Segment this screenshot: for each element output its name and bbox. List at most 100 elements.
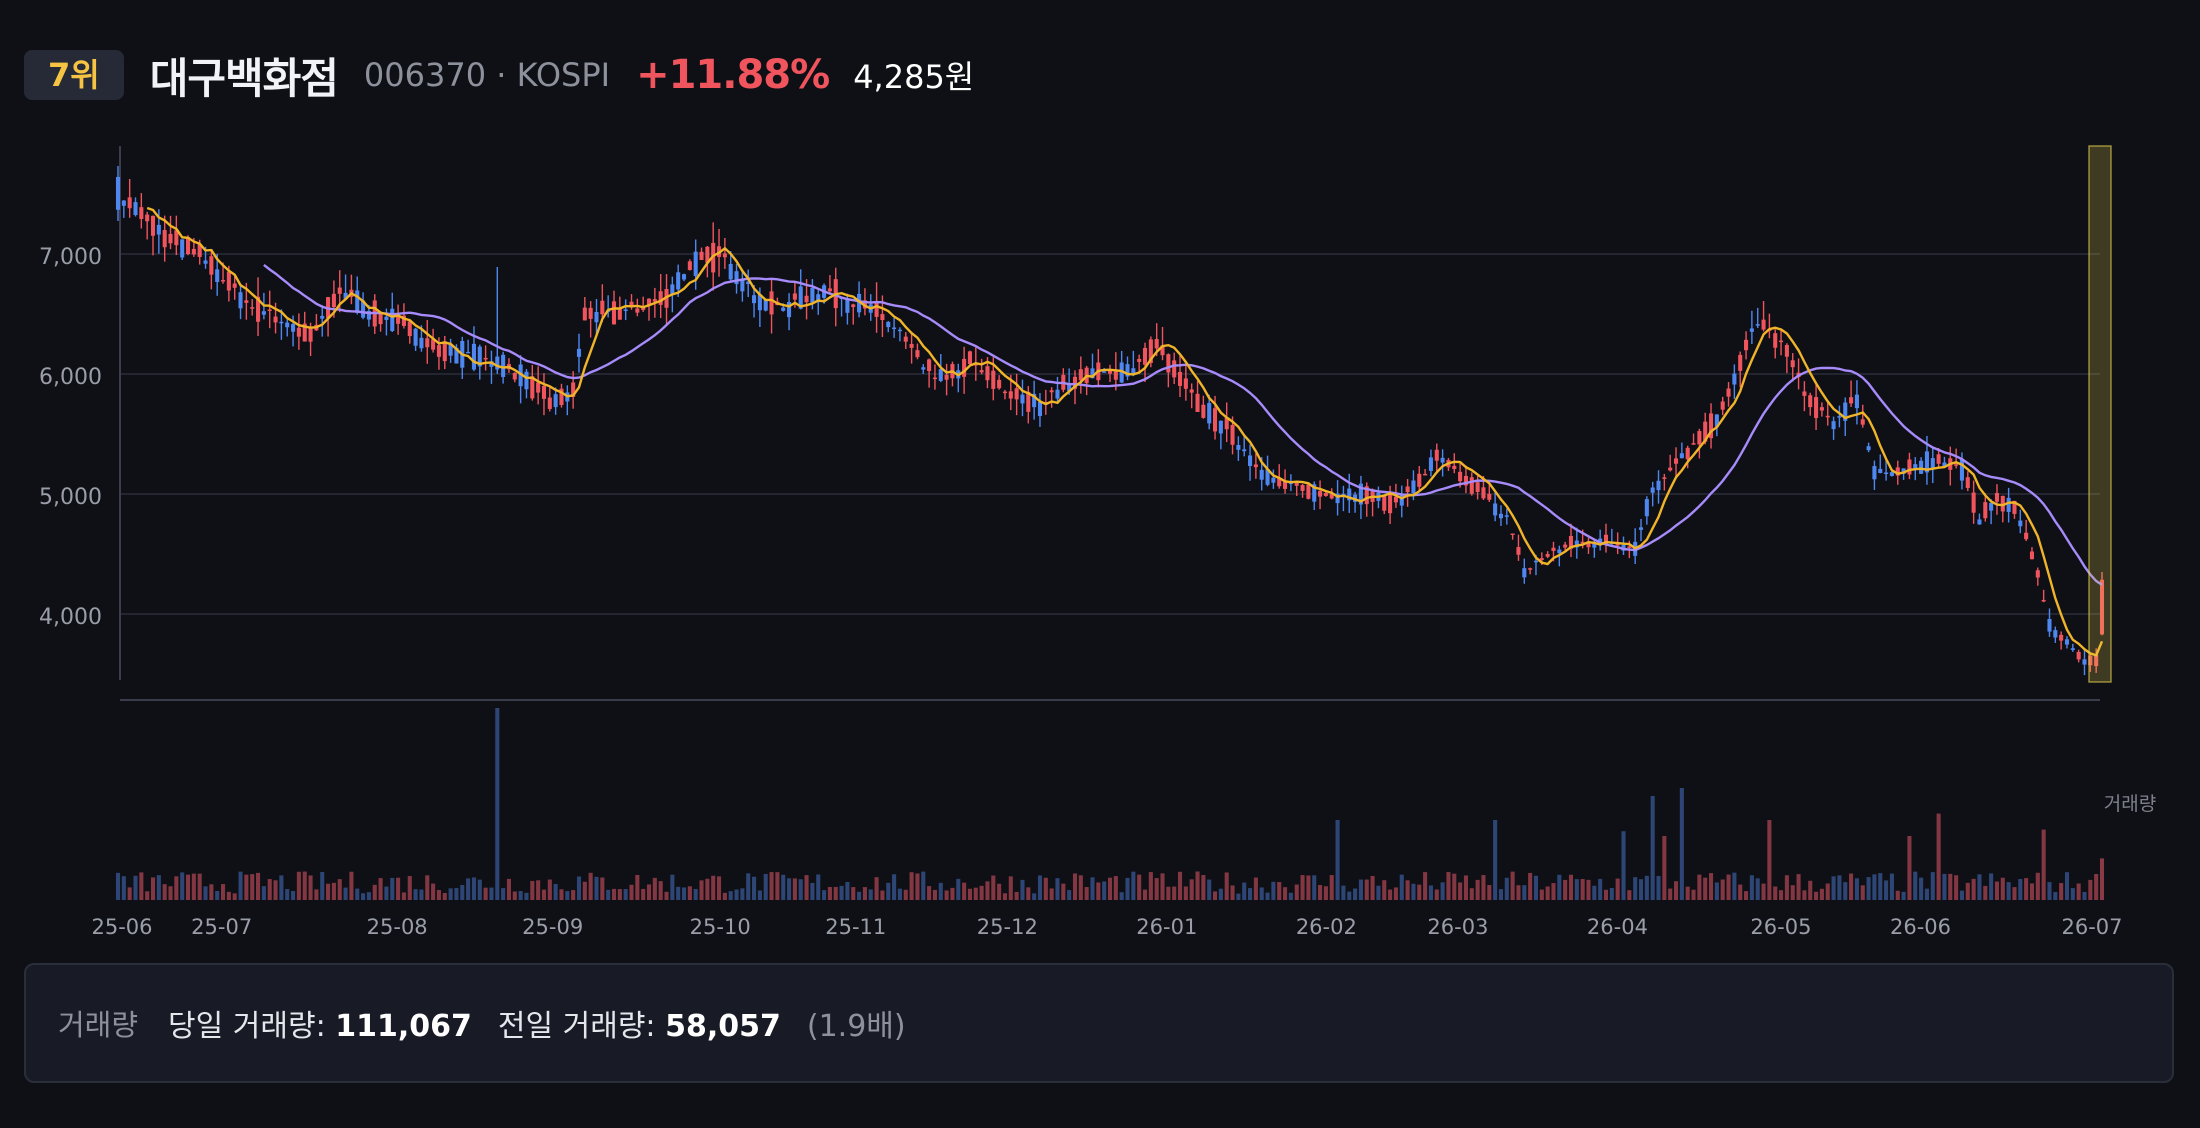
volume-bar — [1802, 890, 1807, 900]
volume-bar — [1854, 878, 1859, 900]
volume-bar — [2099, 858, 2105, 900]
volume-bar — [1207, 879, 1212, 900]
volume-bar — [2000, 877, 2005, 900]
candle-body — [1195, 393, 1200, 412]
volume-bar — [1808, 880, 1813, 900]
candle-body — [1428, 457, 1433, 471]
candle-body — [1026, 391, 1031, 412]
volume-bar — [1732, 872, 1737, 900]
candle-body — [1364, 486, 1369, 505]
volume-bar — [291, 891, 296, 900]
volume-bar — [886, 882, 891, 900]
volume-bar — [454, 888, 459, 900]
volume-bar — [378, 878, 383, 900]
y-tick-label: 6,000 — [39, 365, 102, 390]
volume-bar — [571, 890, 576, 900]
candle-body — [1475, 482, 1480, 492]
volume-bar — [1160, 873, 1165, 900]
candle-body — [932, 377, 937, 380]
x-tick-label: 26-01 — [1136, 915, 1197, 939]
volume-bar — [1644, 875, 1649, 900]
volume-bar — [1638, 879, 1644, 900]
volume-bar — [1265, 892, 1270, 900]
volume-bar — [1924, 888, 1929, 900]
candle-body — [1230, 424, 1235, 445]
candle-body — [2064, 639, 2070, 645]
candle-body — [1090, 368, 1095, 379]
volume-bar — [728, 891, 733, 900]
volume-bar — [600, 877, 605, 900]
candle-body — [845, 298, 850, 313]
volume-bar — [897, 888, 902, 900]
volume-bar — [1539, 889, 1544, 900]
candle-body — [635, 308, 640, 313]
candle-body — [1411, 480, 1416, 494]
volume-bar — [1948, 873, 1953, 900]
candle-body — [1107, 368, 1113, 374]
candle-body — [1854, 394, 1859, 409]
candle-body — [1224, 417, 1229, 430]
candle-body — [1463, 475, 1468, 486]
candle-body — [361, 300, 366, 318]
price-volume-chart[interactable]: 7,000 6,000 5,000 4,000 거래량 25-06 25-07 25-08 25… — [0, 0, 2200, 960]
volume-bar — [547, 879, 552, 900]
volume-bar — [413, 889, 418, 900]
candle-body — [2070, 648, 2075, 651]
volume-bar — [792, 878, 797, 900]
candle-body — [1498, 513, 1504, 519]
candle-body — [1504, 515, 1509, 517]
today-volume-label: 당일 거래량: — [168, 1009, 326, 1044]
volume-bar — [1318, 885, 1323, 900]
volume-bar — [203, 886, 208, 900]
volume-bar — [880, 890, 885, 900]
volume-bar — [1498, 889, 1504, 900]
candle-body — [757, 294, 762, 311]
volume-bar — [121, 876, 126, 900]
volume-bar — [1463, 875, 1468, 900]
prev-volume: 전일 거래량: 58,057 — [498, 1001, 781, 1045]
x-tick-label: 26-06 — [1890, 915, 1951, 939]
volume-bar — [606, 889, 611, 900]
candle-body — [1528, 568, 1533, 570]
candle-body — [892, 327, 897, 330]
volume-bar — [1376, 885, 1381, 900]
volume-bar — [1703, 877, 1708, 900]
volume-bar — [693, 888, 698, 900]
volume-bar — [641, 888, 646, 900]
y-tick-label: 4,000 — [39, 605, 102, 630]
volume-bar — [250, 874, 255, 900]
candle-body — [238, 292, 243, 309]
volume-bar — [2029, 883, 2035, 900]
candle-body — [2024, 532, 2029, 540]
volume-bar — [623, 889, 628, 900]
volume-bar — [1598, 878, 1603, 900]
stock-name[interactable]: 대구백화점 — [149, 53, 339, 103]
volume-bar — [1901, 891, 1906, 900]
candle-body — [285, 322, 290, 328]
volume-bar — [337, 879, 342, 900]
candle-body — [816, 294, 821, 303]
candle-body — [291, 324, 296, 332]
volume-bar — [1458, 882, 1463, 900]
volume-bar — [857, 891, 862, 900]
candle-body — [1388, 493, 1393, 514]
candle-body — [1545, 554, 1550, 557]
volume-bar — [407, 876, 412, 900]
x-tick-label: 25-06 — [91, 915, 152, 939]
volume-bar — [1212, 891, 1218, 900]
volume-bar — [1341, 885, 1346, 900]
candle-body — [1271, 477, 1276, 483]
volume-bar — [594, 876, 599, 900]
volume-bar — [1767, 820, 1772, 900]
x-tick-label: 25-09 — [522, 915, 583, 939]
volume-bar — [1253, 877, 1258, 900]
candle-body — [180, 239, 185, 258]
candle-body — [938, 369, 943, 381]
ma-short-line — [146, 206, 2104, 657]
volume-bar — [944, 890, 949, 900]
volume-bar — [1685, 886, 1690, 900]
candle-body — [1977, 519, 1982, 525]
volume-bar — [512, 891, 517, 900]
volume-bar — [1277, 882, 1282, 900]
candle-body — [1218, 420, 1223, 434]
